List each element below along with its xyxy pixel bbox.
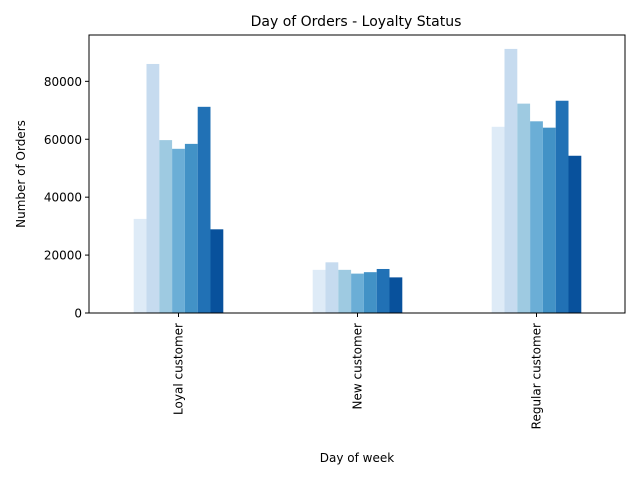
bar [172,148,185,313]
bar [376,268,390,313]
y-tick-label: 80000 [44,75,82,89]
bar [338,269,352,313]
bar [568,155,582,313]
bar [491,126,505,313]
bar [555,100,569,314]
x-tick-label: New customer [351,323,365,410]
bar [133,218,147,313]
y-tick-label: 0 [74,307,82,321]
bar [197,106,211,313]
bar [146,63,160,314]
y-tick-label: 40000 [44,191,82,205]
bar [312,269,326,313]
x-axis-label: Day of week [320,451,394,465]
y-axis: 0 20000 40000 60000 80000 [44,75,89,321]
bar [504,48,518,314]
bar [389,277,403,313]
bar [210,229,224,313]
bars-group [133,48,582,314]
bar [363,272,377,313]
x-tick-label: Loyal customer [172,323,186,415]
y-tick-label: 60000 [44,133,82,147]
bar [159,140,173,313]
bar [542,127,556,313]
x-axis: Loyal customer New customer Regular custom… [172,313,544,429]
y-tick-label: 20000 [44,249,82,263]
chart-title: Day of Orders - Loyalty Status [251,14,462,30]
bar [530,121,543,313]
bar [184,143,198,313]
y-axis-label: Number of Orders [14,120,28,228]
x-tick-label: Regular customer [530,323,544,429]
bar [325,262,339,313]
bar [351,273,364,313]
bar [517,103,531,313]
